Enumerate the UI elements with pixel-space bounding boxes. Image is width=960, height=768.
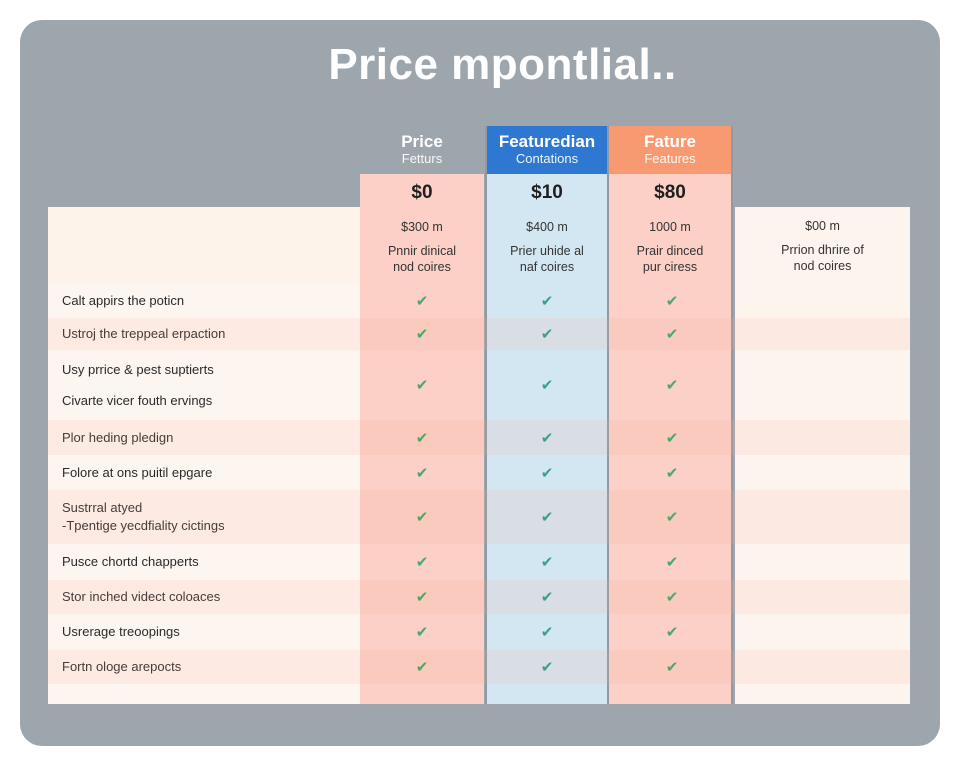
check-icon: ✔ [415, 554, 429, 571]
feature-row: Calt appirs the poticn ✔ ✔ ✔ [48, 283, 910, 318]
feature-row: Plor heding pledign ✔ ✔ ✔ [48, 420, 910, 455]
plan-description: Pnnir dinical nod coires [387, 244, 457, 274]
check-icon: ✔ [665, 624, 679, 641]
plan-name: Price [401, 132, 443, 151]
feature-label: Folore at ons puitil epgare [62, 464, 213, 480]
check-icon: ✔ [665, 659, 679, 676]
plan-price: $0 [411, 182, 433, 203]
plan-amount: $00 m [805, 219, 840, 233]
plan-name: Featuredian [498, 132, 596, 151]
check-icon: ✔ [665, 429, 679, 447]
check-icon: ✔ [665, 554, 679, 571]
plan-name: Fature [644, 132, 696, 151]
check-icon: ✔ [540, 624, 554, 641]
plan-subtitle: Features [644, 151, 696, 166]
plan-description: Prair dinced pur ciress [636, 244, 704, 274]
check-icon: ✔ [415, 326, 429, 343]
check-icon: ✔ [415, 624, 429, 641]
check-icon: ✔ [540, 326, 554, 343]
plan-column-featured[interactable]: Featuredian Contations $10 $400 m Prier … [485, 126, 609, 704]
check-icon: ✔ [415, 589, 429, 606]
feature-row: Folore at ons puitil epgare ✔ ✔ ✔ [48, 455, 910, 490]
plan-amount: $400 m [526, 220, 568, 234]
check-icon: ✔ [665, 377, 679, 394]
plan-details: $00 m Prrion dhrire of nod coires [735, 207, 910, 283]
check-icon: ✔ [540, 509, 554, 526]
plan-price: $10 [531, 182, 563, 203]
plan-subtitle: Fetturs [401, 151, 443, 166]
plan-amount: $300 m [401, 220, 443, 234]
feature-label: Sustrral atyed -Tpentige yecdfiality cic… [62, 500, 225, 533]
check-icon: ✔ [415, 464, 429, 482]
feature-label: Calt appirs the poticn [62, 292, 185, 308]
plan-details: 1000 m Prair dinced pur ciress [609, 212, 731, 282]
feature-row: Sustrral atyed -Tpentige yecdfiality cic… [48, 490, 910, 544]
feature-label: Ustroj the treppeal erpaction [62, 326, 226, 341]
plan-details: $300 m Pnnir dinical nod coires [360, 212, 484, 282]
check-icon: ✔ [415, 429, 429, 447]
plan-amount: 1000 m [649, 220, 691, 234]
check-icon: ✔ [665, 509, 679, 526]
feature-row: Pusce chortd chapperts ✔ ✔ ✔ [48, 544, 910, 580]
feature-label: Usy prrice & pest suptierts Civarte vice… [62, 361, 214, 408]
feature-rows: Calt appirs the poticn ✔ ✔ ✔ Ustroj the … [48, 283, 910, 684]
plan-subtitle: Contations [515, 151, 579, 166]
plan-details: $400 m Prier uhide al naf coires [487, 212, 607, 282]
check-icon: ✔ [540, 464, 554, 482]
feature-label: Usrerage treoopings [62, 624, 180, 639]
plan-header: Price Fetturs [360, 126, 484, 174]
check-icon: ✔ [540, 554, 554, 571]
check-icon: ✔ [665, 292, 679, 310]
check-icon: ✔ [415, 377, 429, 394]
check-icon: ✔ [415, 659, 429, 676]
plan-header: Featuredian Contations [487, 126, 607, 174]
plan-description: Prier uhide al naf coires [510, 244, 584, 274]
feature-row: Stor inched videct coloaces ✔ ✔ ✔ [48, 580, 910, 614]
check-icon: ✔ [540, 589, 554, 606]
plan-header: Fature Features [609, 126, 731, 174]
check-icon: ✔ [540, 659, 554, 676]
check-icon: ✔ [540, 429, 554, 447]
check-icon: ✔ [540, 292, 554, 310]
plan-column-extra[interactable]: $00 m Prrion dhrire of nod coires [735, 207, 910, 704]
feature-label: Stor inched videct coloaces [62, 589, 221, 604]
feature-label: Plor heding pledign [62, 429, 174, 445]
plan-price: $80 [654, 182, 686, 203]
check-icon: ✔ [415, 292, 429, 310]
feature-row: Fortn ologe arepocts ✔ ✔ ✔ [48, 650, 910, 684]
feature-label-column [48, 207, 360, 704]
feature-row: Usrerage treoopings ✔ ✔ ✔ [48, 614, 910, 650]
feature-label: Pusce chortd chapperts [62, 554, 199, 569]
plan-description: Prrion dhrire of nod coires [781, 243, 864, 273]
feature-label: Fortn ologe arepocts [62, 659, 182, 674]
feature-row: Ustroj the treppeal erpaction ✔ ✔ ✔ [48, 318, 910, 350]
check-icon: ✔ [540, 377, 554, 394]
check-icon: ✔ [665, 464, 679, 482]
check-icon: ✔ [665, 589, 679, 606]
plan-column-free[interactable]: Price Fetturs $0 $300 m Pnnir dinical no… [360, 126, 484, 704]
check-icon: ✔ [415, 509, 429, 526]
feature-row: Usy prrice & pest suptierts Civarte vice… [48, 350, 910, 420]
feature-label-header [48, 207, 360, 283]
plan-column-premium[interactable]: Fature Features $80 1000 m Prair dinced … [609, 126, 733, 704]
check-icon: ✔ [665, 326, 679, 343]
page-title: Price mpontlial.. [328, 40, 677, 89]
